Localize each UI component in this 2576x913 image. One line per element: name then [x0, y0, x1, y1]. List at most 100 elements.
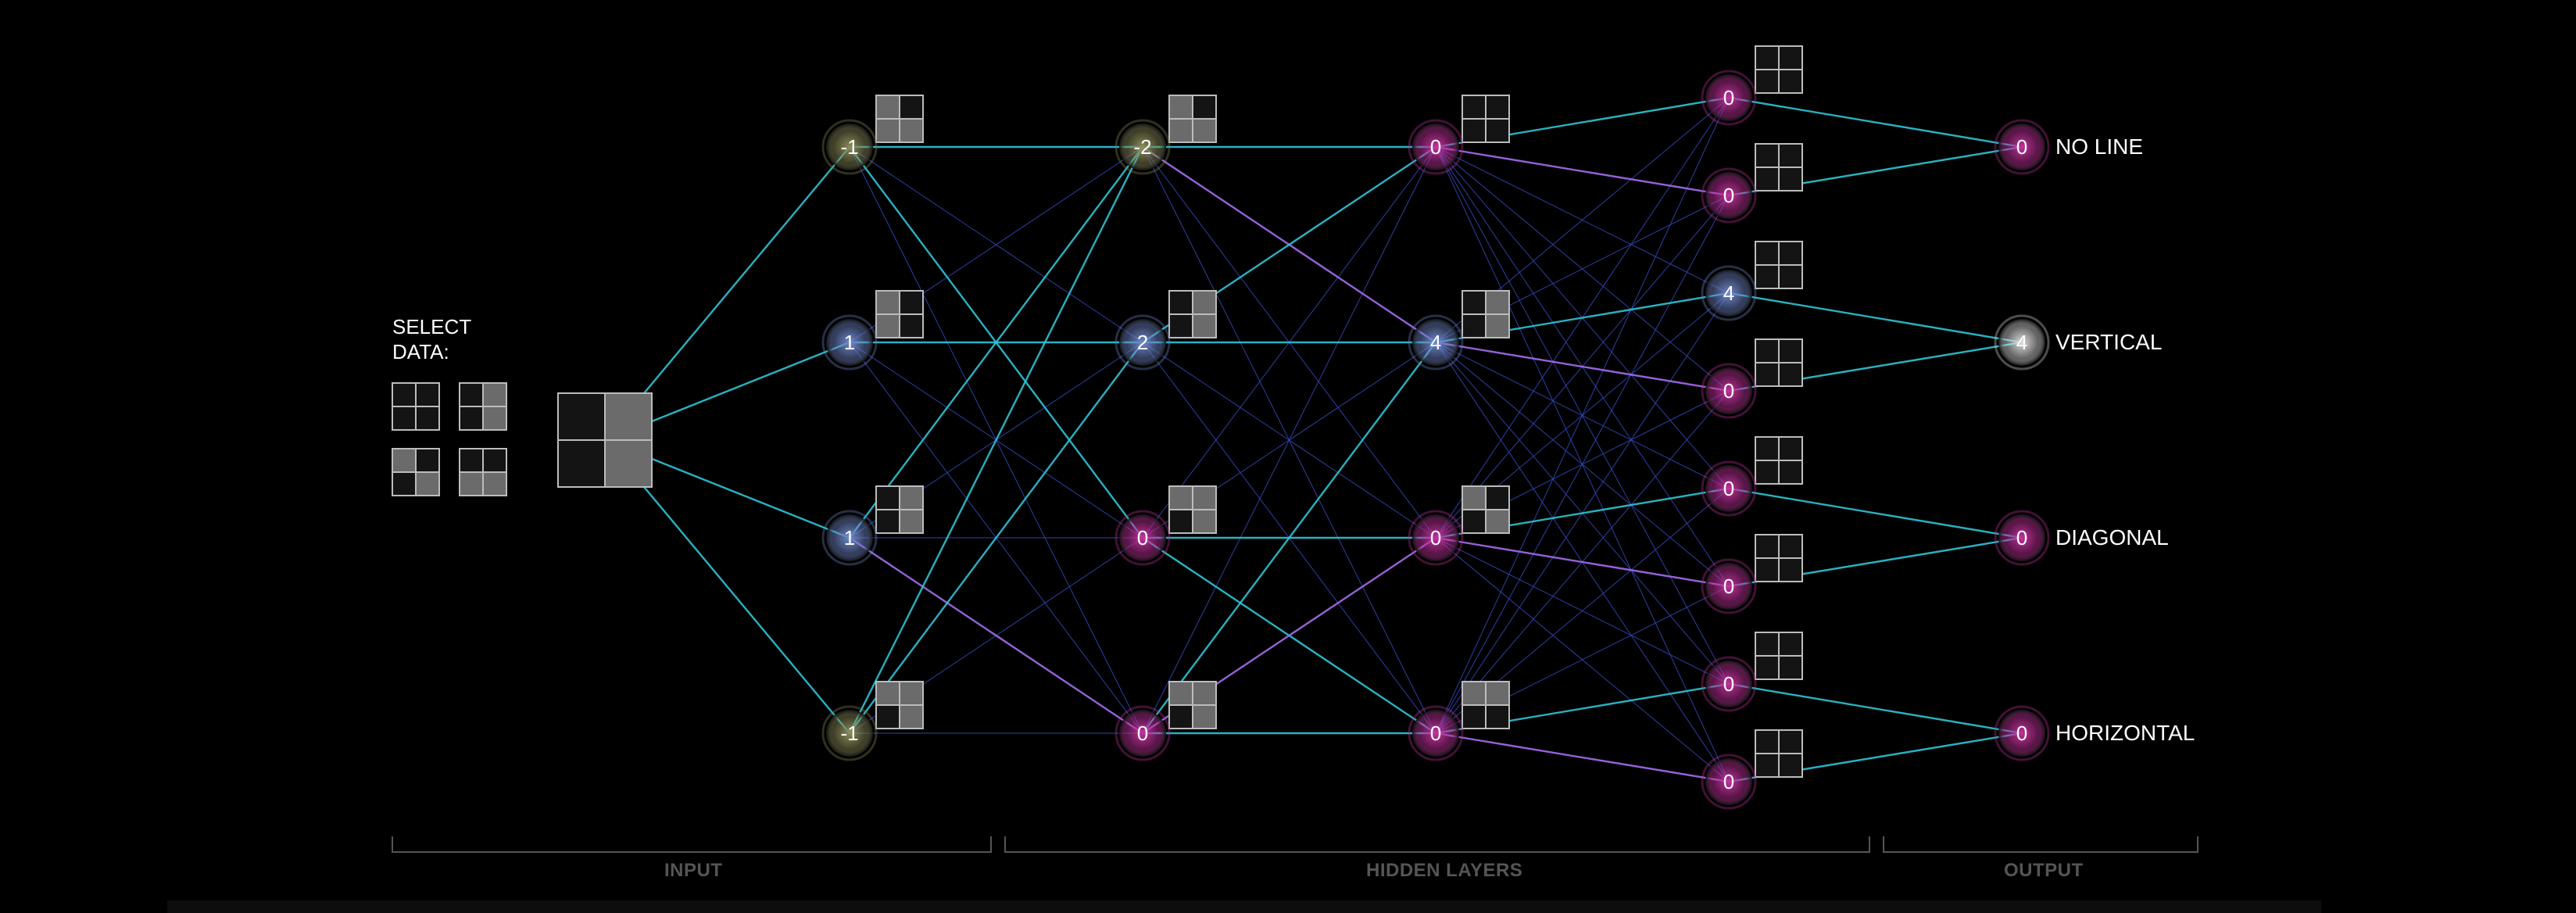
pattern-cell [875, 681, 900, 706]
pattern-cell [415, 471, 440, 496]
pattern-cell [1755, 655, 1780, 680]
pattern-cell [1778, 143, 1803, 168]
option-vertical[interactable] [460, 383, 506, 430]
neuron-value: 0 [1723, 477, 1734, 500]
pattern-cell [875, 290, 900, 315]
neuron-circle[interactable] [1705, 563, 1752, 610]
neuron-circle[interactable] [1998, 319, 2045, 366]
output-label-no-line: NO LINE [2055, 134, 2144, 159]
pattern-cell [1462, 95, 1487, 120]
option-horizontal[interactable] [460, 449, 506, 496]
neuron-pattern [1755, 436, 1803, 485]
pattern-cell [1755, 362, 1780, 387]
pattern-cell [1755, 338, 1780, 363]
neuron-circle[interactable] [1705, 270, 1752, 317]
pattern-cell [875, 704, 900, 729]
pattern-cell [1778, 362, 1803, 387]
option-no-line[interactable] [392, 383, 439, 430]
pattern-cell [1755, 69, 1780, 94]
connection-line [604, 439, 850, 734]
neuron-glow [1701, 363, 1757, 419]
select-data-label: SELECT DATA: [392, 315, 471, 363]
neuron-value: 1 [844, 526, 855, 550]
pattern-cell [392, 471, 417, 496]
pattern-cell [557, 439, 606, 488]
neuron-circle[interactable] [1705, 465, 1752, 512]
connection-line [1435, 195, 1730, 734]
neuron-circle[interactable] [1705, 74, 1752, 121]
pattern-cell [1485, 704, 1510, 729]
neuron-circle[interactable] [826, 514, 873, 561]
section-bracket [392, 836, 992, 853]
neuron-pattern [1755, 729, 1803, 778]
neuron-circle[interactable] [826, 124, 873, 170]
connection-line [1435, 732, 1730, 783]
pattern-cell [899, 509, 924, 534]
neuron-glow [821, 314, 878, 371]
pattern-cell [1168, 704, 1193, 729]
neuron-circle[interactable] [1998, 124, 2045, 170]
pattern-cell [1462, 509, 1487, 534]
neuron-glow [1994, 314, 2050, 371]
neuron-circle[interactable] [1412, 710, 1459, 757]
neuron-value: 0 [1430, 135, 1441, 159]
pattern-cell [1755, 534, 1780, 559]
pattern-cell [1168, 313, 1193, 338]
neuron-circle[interactable] [1998, 514, 2045, 561]
neuron-circle[interactable] [1119, 124, 1166, 170]
pattern-cell [1778, 753, 1803, 778]
neuron-circle[interactable] [826, 319, 873, 366]
neuron-value: 0 [1137, 526, 1148, 550]
neuron-circle[interactable] [1705, 661, 1752, 707]
connection-line [1728, 96, 2023, 149]
pattern-cell [1778, 729, 1803, 754]
pattern-cell [1778, 436, 1803, 461]
pattern-cell [1192, 704, 1217, 729]
pattern-cell [1485, 313, 1510, 338]
pattern-cell [604, 439, 653, 488]
neuron-circle[interactable] [1119, 514, 1166, 561]
pattern-cell [1778, 241, 1803, 266]
neuron-pattern [1462, 290, 1510, 338]
connection-line [849, 342, 1143, 734]
neuron-circle[interactable] [1705, 367, 1752, 414]
neuron-pattern [1462, 95, 1510, 143]
neuron-circle[interactable] [1412, 319, 1459, 366]
connection-line [1728, 682, 2023, 735]
neuron-glow [1114, 119, 1171, 175]
neuron-circle[interactable] [826, 710, 873, 757]
neuron-circle[interactable] [1705, 172, 1752, 219]
pattern-cell [1778, 557, 1803, 582]
neuron-glow [1701, 558, 1757, 614]
pattern-cell [1192, 509, 1217, 534]
neuron-value: 0 [1723, 770, 1734, 793]
connection-line [1728, 487, 2023, 539]
neuron-pattern [1168, 681, 1217, 729]
pattern-cell [899, 681, 924, 706]
pattern-cell [1755, 143, 1780, 168]
neuron-pattern [1755, 143, 1803, 192]
pattern-cell [1462, 681, 1487, 706]
neuron-pattern [875, 95, 924, 143]
pattern-cell [1778, 69, 1803, 94]
neuron-circle[interactable] [1998, 710, 2045, 757]
neuron-value: 0 [1723, 672, 1734, 696]
pattern-cell [1168, 95, 1193, 120]
section-input-label: INPUT [664, 860, 723, 881]
pattern-cell [1462, 485, 1487, 510]
neuron-circle[interactable] [1412, 124, 1459, 170]
input-image [557, 392, 653, 488]
pattern-cell [1485, 118, 1510, 143]
option-diagonal[interactable] [392, 449, 439, 496]
neuron-circle[interactable] [1705, 758, 1752, 805]
neuron-circle[interactable] [1412, 514, 1459, 561]
output-label-vertical: VERTICAL [2055, 330, 2163, 354]
pattern-cell [1755, 166, 1780, 192]
neuron-circle[interactable] [1119, 319, 1166, 366]
neuron-glow [1114, 705, 1171, 761]
neuron-circle[interactable] [1119, 710, 1166, 757]
neuron-glow [1408, 119, 1464, 175]
pattern-cell [1485, 509, 1510, 534]
option-pattern-vertical [459, 382, 507, 431]
pattern-cell [1462, 118, 1487, 143]
